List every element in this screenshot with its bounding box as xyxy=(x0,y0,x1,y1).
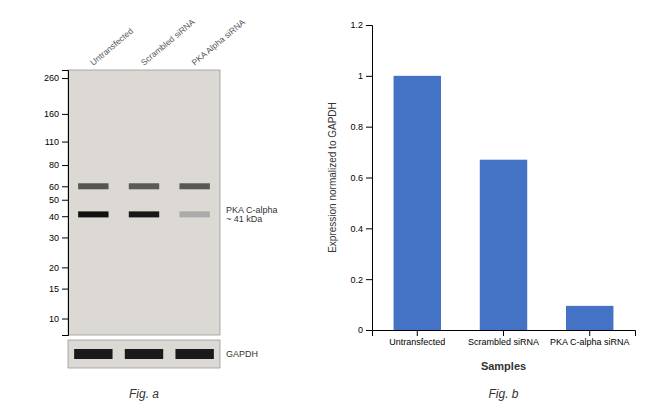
tick: 0 xyxy=(358,325,372,335)
tick-mark xyxy=(366,279,372,280)
tick-mark xyxy=(62,165,68,166)
tick-label: 0.8 xyxy=(350,122,363,132)
y-axis-title: Expression normalized to GAPDH xyxy=(327,102,338,253)
tick-mark xyxy=(366,228,372,229)
tick-label: 1.2 xyxy=(350,20,363,30)
tick-mark xyxy=(62,216,68,217)
tick-label: 0.6 xyxy=(350,173,363,183)
tick-mark xyxy=(62,237,68,238)
tick-label: 30 xyxy=(49,233,59,243)
bar xyxy=(394,76,441,330)
x-axis-title: Samples xyxy=(481,360,526,372)
bar-chart: 0 0.2 0.4 0.6 0.8 1 1.2 Untransfected Scrambled … xyxy=(327,20,636,401)
tick-mark xyxy=(366,76,372,77)
tick-mark xyxy=(417,330,418,336)
tick-label: 40 xyxy=(49,212,59,222)
tick-mark xyxy=(62,319,68,320)
tick: 0.8 xyxy=(350,122,372,132)
tick: 1 xyxy=(358,71,372,81)
tick-mark xyxy=(366,127,372,128)
tick-label: 10 xyxy=(49,314,59,324)
tick-mark xyxy=(503,330,504,336)
axis-domain xyxy=(62,71,69,336)
bars xyxy=(394,76,614,330)
tick: 0.4 xyxy=(350,224,372,234)
tick-mark xyxy=(366,178,372,179)
tick-mark xyxy=(62,78,68,79)
tick-label: 160 xyxy=(44,109,59,119)
bands xyxy=(78,183,210,217)
chart-root: 2601601108060504030201510UntransfectedSc… xyxy=(0,0,650,413)
annotation-line: ~ 41 kDa xyxy=(226,214,262,224)
tick-label: Scrambled siRNA xyxy=(468,337,539,347)
tick: 160 xyxy=(44,109,68,119)
tick: 0.6 xyxy=(350,173,372,183)
tick-mark xyxy=(62,186,68,187)
tick-label: 20 xyxy=(49,263,59,273)
band xyxy=(78,183,108,189)
tick: 40 xyxy=(49,212,68,222)
annotation: PKA C-alpha~ 41 kDa xyxy=(226,205,278,225)
tick: Scrambled siRNA xyxy=(468,330,539,347)
tick-label: 0 xyxy=(358,325,363,335)
chart-title: Fig. b xyxy=(488,387,518,401)
tick-label: 110 xyxy=(45,137,59,147)
tick-label: 1 xyxy=(358,71,363,81)
control-frame xyxy=(68,340,220,368)
tick-mark xyxy=(589,330,590,336)
control-band xyxy=(74,349,112,359)
lane-label: Scrambled siRNA xyxy=(139,17,197,68)
bar xyxy=(566,306,613,330)
tick-mark xyxy=(366,25,372,26)
band xyxy=(78,211,108,217)
tick-mark xyxy=(62,267,68,268)
tick: 15 xyxy=(49,284,68,294)
axis-domain xyxy=(373,331,636,337)
blot-chart: 260 160 110 80 60 50 40 30 20 15 10 UntransfectedSc… xyxy=(44,17,278,401)
tick: PKA C-alpha siRNA xyxy=(550,330,630,347)
axis: Untransfected Scrambled siRNA PKA C-alpha … xyxy=(373,330,636,347)
tick: 110 xyxy=(45,137,68,147)
band xyxy=(179,183,209,189)
tick-label: PKA C-alpha siRNA xyxy=(550,337,630,347)
plot-frame xyxy=(68,70,220,335)
band xyxy=(129,183,159,189)
tick-mark xyxy=(62,200,68,201)
tick-label: 0.2 xyxy=(350,275,363,285)
tick-label: Untransfected xyxy=(389,337,445,347)
tick-mark xyxy=(62,114,68,115)
tick: Untransfected xyxy=(389,330,445,347)
tick-mark xyxy=(62,142,68,143)
lane-label: PKA Alpha siRNA xyxy=(190,17,248,68)
lane-label: Untransfected xyxy=(88,26,135,68)
tick: 0.2 xyxy=(350,275,372,285)
control-band xyxy=(125,349,163,359)
tick-label: 0.4 xyxy=(350,224,363,234)
axis: 260 160 110 80 60 50 40 30 20 15 10 xyxy=(44,71,69,336)
control-label: GAPDH xyxy=(226,349,258,359)
tick: 1.2 xyxy=(350,20,372,30)
control-band xyxy=(175,349,213,359)
tick: 30 xyxy=(49,233,68,243)
annotation-line: PKA C-alpha xyxy=(226,205,278,215)
tick-label: 15 xyxy=(49,284,59,294)
tick-label: 50 xyxy=(49,195,59,205)
band xyxy=(129,211,159,217)
band xyxy=(179,211,209,217)
tick-label: 80 xyxy=(49,160,59,170)
tick: 20 xyxy=(49,263,68,273)
chart-title: Fig. a xyxy=(129,387,159,401)
tick: 10 xyxy=(49,314,68,324)
tick-mark xyxy=(62,289,68,290)
tick: 260 xyxy=(44,73,68,83)
tick: 50 xyxy=(49,195,68,205)
axis: 0 0.2 0.4 0.6 0.8 1 1.2 xyxy=(350,20,372,335)
bar xyxy=(480,160,527,330)
tick-label: 260 xyxy=(44,73,59,83)
tick-label: 60 xyxy=(49,182,59,192)
tick-mark xyxy=(366,330,372,331)
tick: 80 xyxy=(49,160,68,170)
axis-domain xyxy=(366,26,373,331)
tick: 60 xyxy=(49,182,68,192)
